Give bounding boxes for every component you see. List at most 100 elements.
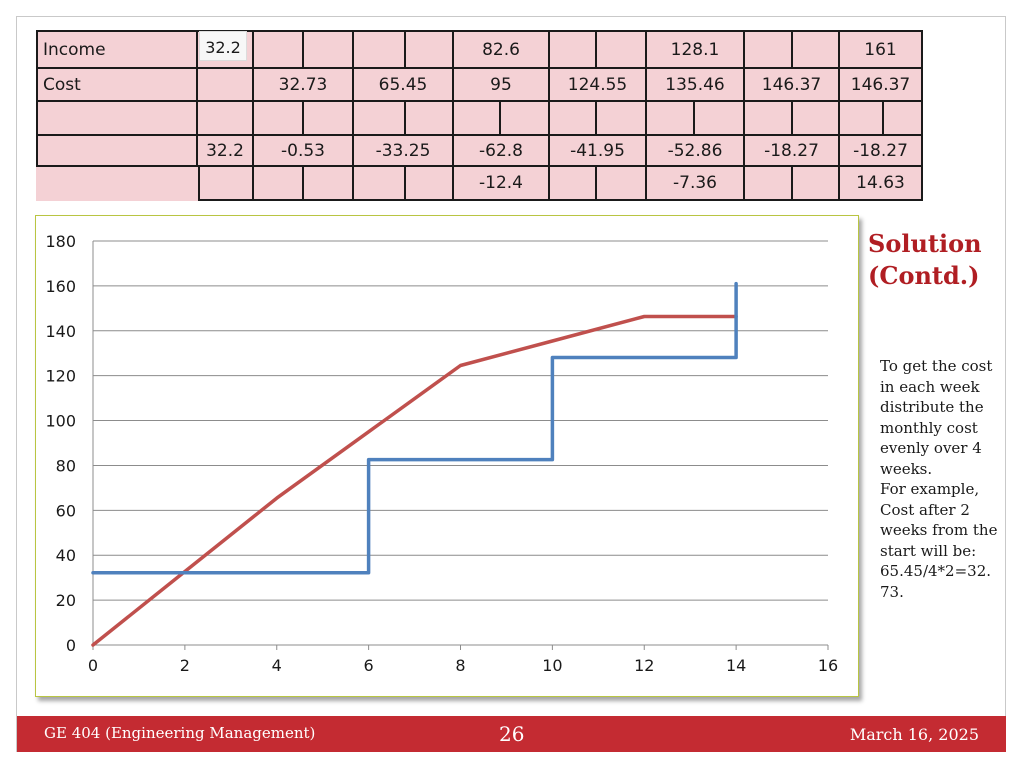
y-tick-label: 60: [56, 501, 76, 520]
x-tick-label: 6: [364, 656, 374, 675]
cost-week12: 146.37: [745, 69, 840, 102]
table-cell: [354, 167, 406, 201]
y-tick-label: 20: [56, 591, 76, 610]
balance-week10: -52.86: [647, 136, 745, 167]
slide-date: March 16, 2025: [849, 725, 979, 744]
table-cell: [550, 102, 597, 136]
balance-week12: -18.27: [745, 136, 840, 167]
axes: [92, 241, 829, 650]
cost-week8: 124.55: [550, 69, 647, 102]
data-table: Income 82.6 128.1 161 Cost 32.73 65.45 9…: [36, 30, 923, 201]
row-label-income: Income: [36, 30, 198, 69]
cost-week4: 65.45: [354, 69, 454, 102]
note-line: evenly over 4: [880, 439, 982, 457]
extra-week6: -12.4: [454, 167, 550, 201]
footer-bar: GE 404 (Engineering Management) 26 March…: [17, 716, 1006, 752]
note-line: monthly cost: [880, 418, 978, 437]
note-line: in each week: [880, 377, 980, 396]
table-cell: [304, 30, 354, 69]
note-line: start will be:: [880, 541, 977, 560]
table-cell: [745, 167, 793, 201]
balance-week0: 32.2: [198, 136, 254, 167]
y-tick-label: 140: [45, 322, 76, 341]
table-cell: [745, 30, 793, 69]
note-line: Cost after 2: [880, 500, 970, 519]
extra-week10: -7.36: [647, 167, 745, 201]
table-cell: [884, 102, 923, 136]
table-cell: [198, 102, 254, 136]
table-cell: [304, 167, 354, 201]
y-tick-label: 180: [45, 232, 76, 251]
y-tick-label: 40: [56, 546, 76, 565]
cash-flow-chart: 0 2 4 6 8 10 12 14 16 0 20 40 60 80 100 120 140 160 180: [45, 232, 838, 675]
table-cell: [840, 102, 884, 136]
balance-week8: -41.95: [550, 136, 647, 167]
balance-week14: -18.27: [840, 136, 923, 167]
note-line: 65.45/4*2=32.: [880, 562, 992, 580]
table-cell: [597, 167, 647, 201]
x-tick-label: 8: [455, 656, 465, 675]
title-line-1: Solution: [868, 229, 982, 258]
y-tick-label: 160: [45, 277, 76, 296]
cost-week14: 146.37: [840, 69, 923, 102]
table-cell: [745, 102, 793, 136]
note-line: distribute the: [880, 398, 984, 416]
y-tick-label: 80: [56, 456, 76, 475]
table-cell: [695, 102, 745, 136]
table-cell: [501, 102, 550, 136]
table-cell: [406, 102, 454, 136]
x-tick-labels: 0 2 4 6 8 10 12 14 16: [88, 656, 838, 675]
note-line: To get the cost: [880, 357, 993, 375]
y-tick-label: 100: [45, 412, 76, 431]
cost-week10: 135.46: [647, 69, 745, 102]
table-cell: [354, 102, 406, 136]
table-cell: [793, 30, 840, 69]
slide-title: Solution (Contd.): [868, 228, 1008, 292]
table-cell: [793, 102, 840, 136]
row-label-balance: [36, 136, 198, 167]
explanation-note: To get the cost in each week distribute th…: [880, 356, 1000, 602]
series-lines: [91, 281, 738, 647]
x-tick-label: 12: [634, 656, 654, 675]
note-line: For example,: [880, 480, 980, 498]
cost-week6: 95: [454, 69, 550, 102]
table-cell: [793, 167, 840, 201]
row-label-empty: [36, 102, 198, 136]
income-week0-overlay: 32.2: [199, 31, 247, 61]
table-cell: [304, 102, 354, 136]
table-cell: [198, 69, 254, 102]
table-cell: [597, 30, 647, 69]
y-tick-label: 0: [66, 636, 76, 655]
note-line: weeks.: [880, 459, 933, 478]
x-tick-label: 2: [180, 656, 190, 675]
x-tick-label: 16: [818, 656, 838, 675]
income-week6: 82.6: [454, 30, 550, 69]
table-cell: [454, 102, 501, 136]
x-tick-label: 10: [542, 656, 562, 675]
course-name: GE 404 (Engineering Management): [44, 724, 316, 742]
table-cell: [354, 30, 406, 69]
balance-week2: -0.53: [254, 136, 354, 167]
gridlines: [93, 240, 828, 601]
income-line: [91, 281, 738, 575]
table-cell: [406, 30, 454, 69]
table-cell: [254, 102, 304, 136]
income-week14: 161: [840, 30, 923, 69]
table-cell: [550, 167, 597, 201]
cost-week2: 32.73: [254, 69, 354, 102]
income-week10: 128.1: [647, 30, 745, 69]
table-cell: [406, 167, 454, 201]
y-tick-label: 120: [45, 367, 76, 386]
note-line: 73.: [880, 582, 904, 601]
chart-container: 0 2 4 6 8 10 12 14 16 0 20 40 60 80 100 120 140 160 180: [35, 215, 859, 697]
balance-week6: -62.8: [454, 136, 550, 167]
table-cell: [198, 167, 254, 201]
note-line: weeks from the: [880, 521, 998, 539]
page-number: 26: [499, 722, 525, 746]
y-tick-labels: 0 20 40 60 80 100 120 140 160 180: [45, 232, 76, 655]
balance-week4: -33.25: [354, 136, 454, 167]
row-label-blank: [36, 167, 198, 201]
table-cell: [647, 102, 695, 136]
table-cell: [254, 167, 304, 201]
title-line-2: (Contd.): [868, 261, 980, 290]
